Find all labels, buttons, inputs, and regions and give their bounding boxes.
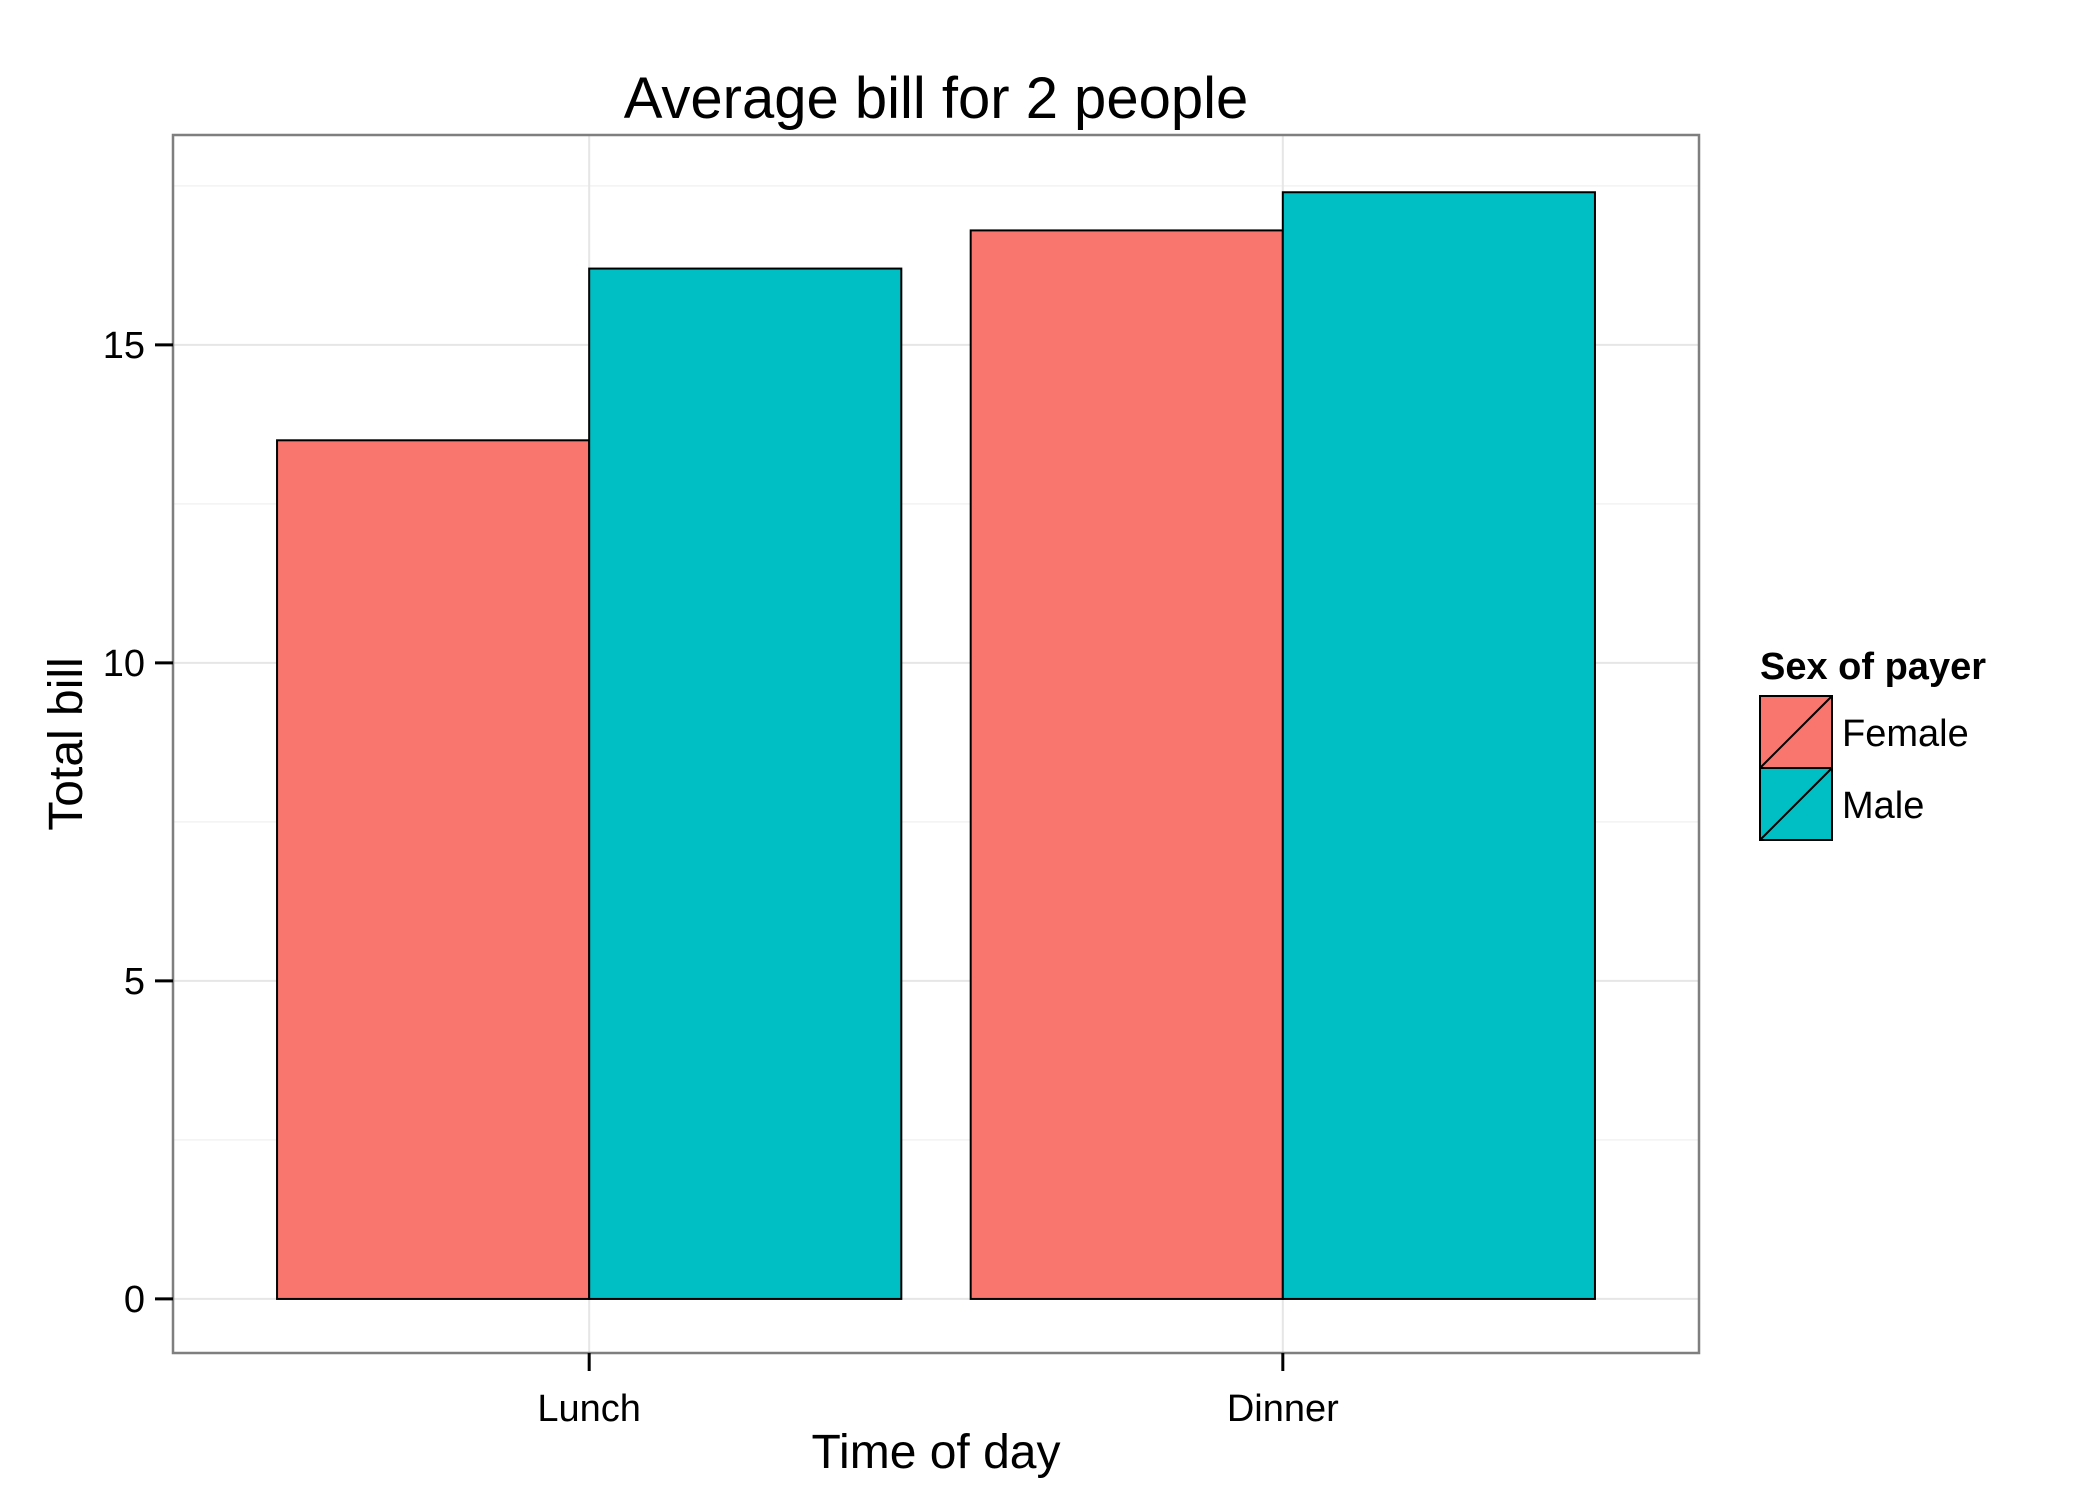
legend-swatch-slash bbox=[1759, 695, 1833, 769]
plot-panel-border bbox=[171, 133, 1701, 1355]
legend-items: Female Male bbox=[1759, 695, 1969, 841]
legend-key-male: Male bbox=[1759, 767, 1924, 841]
y-axis: 0 5 10 15 bbox=[103, 325, 173, 1321]
x-tick-label: Lunch bbox=[537, 1388, 641, 1430]
y-tick-label: 5 bbox=[124, 961, 145, 1003]
legend-label: Male bbox=[1842, 785, 1924, 827]
y-axis-title: Total bill bbox=[40, 657, 93, 830]
legend-swatch-slash bbox=[1759, 767, 1833, 841]
legend-label: Female bbox=[1842, 713, 1969, 755]
y-tick-label: 15 bbox=[103, 325, 145, 367]
bars-group bbox=[276, 191, 1596, 1300]
x-axis: Lunch Dinner bbox=[537, 1353, 1339, 1430]
x-axis-title: Time of day bbox=[812, 1426, 1061, 1479]
bar-dinner-female bbox=[969, 229, 1284, 1300]
x-tick-label: Dinner bbox=[1227, 1388, 1339, 1430]
y-tick-label: 10 bbox=[103, 643, 145, 685]
y-tick-label: 0 bbox=[124, 1279, 145, 1321]
legend-key-female: Female bbox=[1759, 695, 1969, 769]
bar-lunch-female bbox=[276, 439, 591, 1300]
chart-title: Average bill for 2 people bbox=[624, 66, 1248, 131]
legend-title: Sex of payer bbox=[1760, 646, 1986, 688]
legend: Sex of payer Female Male bbox=[1759, 646, 1986, 841]
bar-dinner-male bbox=[1281, 191, 1596, 1300]
bar-lunch-male bbox=[588, 267, 903, 1300]
